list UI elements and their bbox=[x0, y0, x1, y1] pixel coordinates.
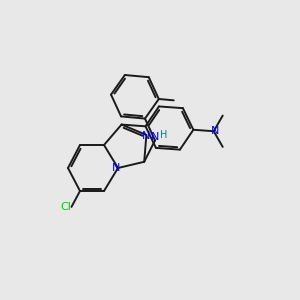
Text: N: N bbox=[112, 163, 120, 173]
Text: N: N bbox=[142, 131, 151, 141]
Text: N: N bbox=[211, 126, 219, 136]
Text: Cl: Cl bbox=[60, 202, 71, 212]
Text: H: H bbox=[160, 130, 168, 140]
Text: N: N bbox=[151, 132, 159, 142]
